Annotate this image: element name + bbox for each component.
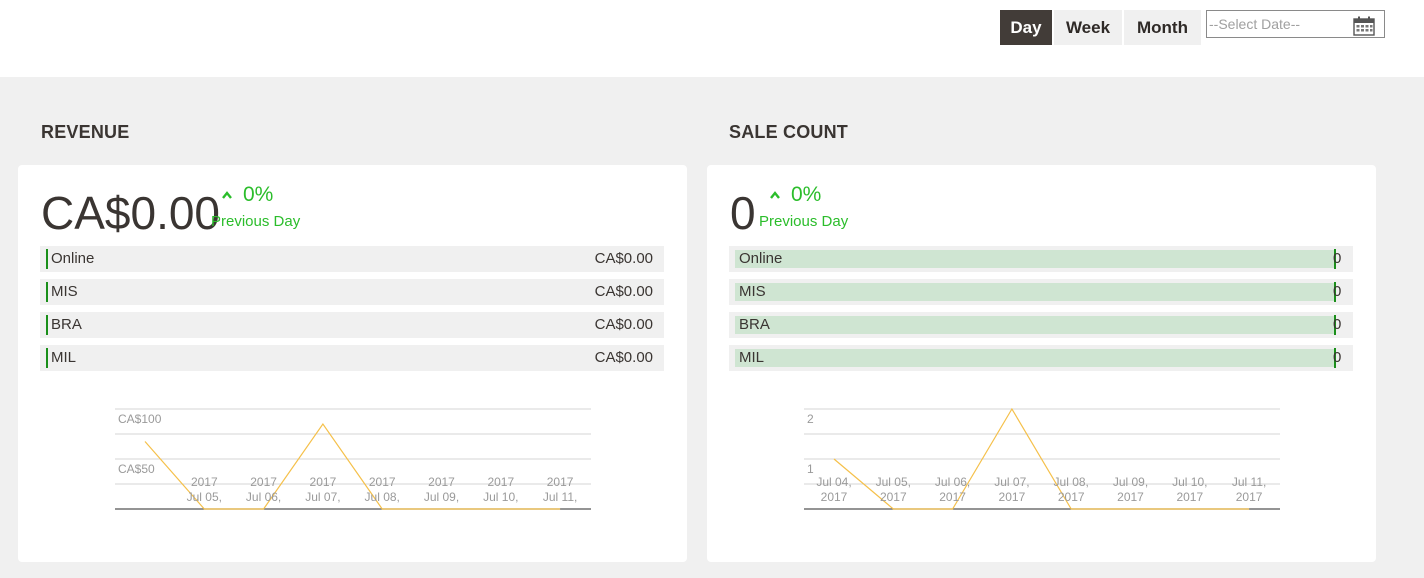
row-label: MIS	[51, 283, 78, 300]
series-line	[144, 422, 561, 510]
chevron-up-icon	[222, 191, 232, 199]
x-tick-label: Jul 04,	[816, 475, 851, 489]
day-button[interactable]: Day	[1000, 10, 1054, 45]
sale-count-title: SALE COUNT	[729, 122, 848, 142]
x-tick-label: Jul 11,	[543, 490, 577, 504]
row-label: BRA	[51, 316, 82, 333]
month-button[interactable]: Month	[1124, 10, 1201, 45]
x-tick-label: Jul 08,	[365, 490, 400, 504]
row-value: CA$0.00	[594, 316, 653, 333]
row-marker	[1334, 249, 1336, 269]
sale-count-total: 0	[730, 187, 756, 239]
y-tick-label: 2	[807, 412, 814, 426]
x-tick-label: Jul 05,	[876, 475, 911, 489]
row-bar	[735, 250, 1335, 268]
row-value: 0	[1333, 283, 1342, 300]
x-tick-label: 2017	[369, 475, 396, 489]
sale-count-row-bra: BRA 0	[729, 312, 1353, 338]
x-tick-label: 2017	[250, 475, 277, 489]
revenue-breakdown: Online CA$0.00 MIS CA$0.00 BRA CA$0.00 M…	[40, 246, 664, 378]
sale-count-row-mis: MIS 0	[729, 279, 1353, 305]
row-label: Online	[51, 250, 95, 267]
row-label: MIL	[739, 349, 765, 366]
x-tick-label: Jul 09,	[1113, 475, 1148, 489]
row-label: BRA	[739, 316, 770, 333]
x-tick-label: 2017	[821, 490, 848, 504]
sale-count-change-value: 0%	[791, 183, 822, 206]
revenue-total: CA$0.00	[41, 187, 221, 239]
revenue-change-value: 0%	[243, 183, 274, 206]
row-label: MIL	[51, 349, 77, 366]
x-tick-label: Jul 07,	[305, 490, 340, 504]
row-bar	[735, 349, 1335, 367]
x-tick-label: Jul 08,	[1054, 475, 1089, 489]
row-marker	[46, 315, 48, 335]
revenue-change-label: Previous Day	[211, 213, 301, 230]
row-label: MIS	[739, 283, 766, 300]
row-value: CA$0.00	[594, 283, 653, 300]
sale-count-breakdown: Online 0 MIS 0 BRA 0 MIL 0	[729, 246, 1353, 378]
revenue-change: 0%	[221, 183, 273, 207]
y-tick-label: CA$50	[118, 462, 155, 476]
dashboard-content: REVENUE CA$0.00 0% Previous Day Online C…	[0, 77, 1424, 578]
row-value: CA$0.00	[594, 349, 653, 366]
row-bar	[735, 283, 1335, 301]
y-tick-label: 1	[807, 462, 814, 476]
x-tick-label: Jul 10,	[483, 490, 518, 504]
period-selector: Day Week Month	[1000, 10, 1201, 45]
series-line	[833, 407, 1250, 510]
x-tick-label: Jul 10,	[1172, 475, 1207, 489]
date-picker[interactable]	[1206, 10, 1385, 38]
row-marker	[46, 282, 48, 302]
row-value: 0	[1333, 349, 1342, 366]
x-tick-label: 2017	[1176, 490, 1203, 504]
x-tick-label: 2017	[880, 490, 907, 504]
x-tick-label: Jul 06,	[935, 475, 970, 489]
revenue-row-mis: MIS CA$0.00	[40, 279, 664, 305]
x-tick-label: 2017	[487, 475, 514, 489]
top-toolbar: Day Week Month	[0, 0, 1424, 77]
x-tick-label: 2017	[1236, 490, 1263, 504]
x-tick-label: 2017	[1058, 490, 1085, 504]
row-marker	[1334, 315, 1336, 335]
date-input[interactable]	[1209, 13, 1349, 35]
x-tick-label: 2017	[999, 490, 1026, 504]
x-tick-label: Jul 11,	[1232, 475, 1266, 489]
revenue-card: CA$0.00 0% Previous Day Online CA$0.00 M…	[18, 165, 687, 562]
row-value: CA$0.00	[594, 250, 653, 267]
x-tick-label: Jul 07,	[994, 475, 1029, 489]
x-tick-label: 2017	[1117, 490, 1144, 504]
x-tick-label: Jul 06,	[246, 490, 281, 504]
row-marker	[1334, 282, 1336, 302]
row-marker	[1334, 348, 1336, 368]
revenue-row-mil: MIL CA$0.00	[40, 345, 664, 371]
sale-count-card: 0 0% Previous Day Online 0 MIS 0 BRA	[707, 165, 1376, 562]
revenue-title: REVENUE	[41, 122, 130, 142]
x-tick-label: Jul 05,	[187, 490, 222, 504]
x-tick-label: 2017	[547, 475, 574, 489]
x-tick-label: 2017	[428, 475, 455, 489]
y-tick-label: CA$100	[118, 412, 162, 426]
sale-count-row-mil: MIL 0	[729, 345, 1353, 371]
row-value: 0	[1333, 250, 1342, 267]
row-value: 0	[1333, 316, 1342, 333]
row-label: Online	[739, 250, 783, 267]
week-button[interactable]: Week	[1054, 10, 1124, 45]
sale-count-change-label: Previous Day	[759, 213, 849, 230]
row-bar	[735, 316, 1335, 334]
row-marker	[46, 348, 48, 368]
x-tick-label: 2017	[939, 490, 966, 504]
sale-count-change: 0%	[769, 183, 821, 207]
revenue-row-online: Online CA$0.00	[40, 246, 664, 272]
revenue-row-bra: BRA CA$0.00	[40, 312, 664, 338]
x-tick-label: 2017	[310, 475, 337, 489]
calendar-icon[interactable]	[1353, 16, 1375, 36]
row-marker	[46, 249, 48, 269]
sale-count-row-online: Online 0	[729, 246, 1353, 272]
chevron-up-icon	[770, 191, 780, 199]
x-tick-label: Jul 09,	[424, 490, 459, 504]
x-tick-label: 2017	[191, 475, 218, 489]
